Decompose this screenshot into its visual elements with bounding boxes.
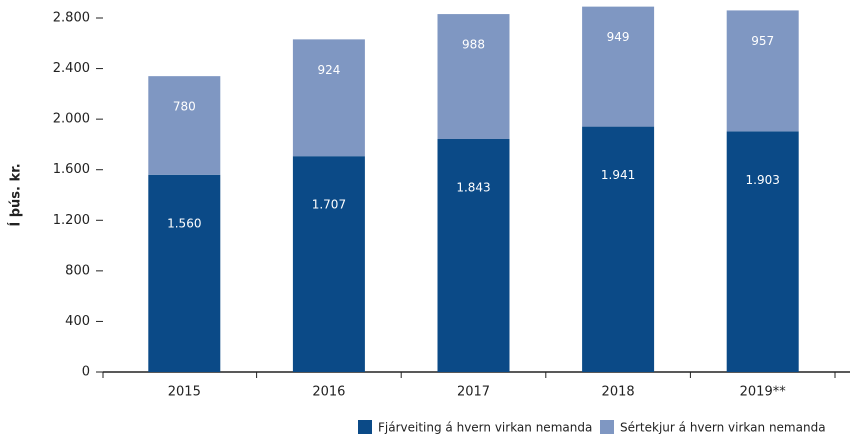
legend-label: Sértekjur á hvern virkan nemanda [620, 421, 826, 435]
legend-label: Fjárveiting á hvern virkan nemanda [378, 421, 592, 435]
value-label: 957 [751, 34, 774, 48]
value-label: 1.903 [746, 173, 780, 187]
value-label: 988 [462, 38, 485, 52]
y-tick-label: 400 [65, 314, 90, 329]
y-tick-label: 2.000 [53, 112, 90, 127]
y-tick-label: 800 [65, 263, 90, 278]
value-label: 1.941 [601, 168, 635, 182]
legend-swatch [600, 420, 614, 434]
y-tick-label: 2.400 [53, 61, 90, 76]
x-tick-label: 2018 [602, 385, 635, 400]
x-tick-label: 2016 [312, 385, 345, 400]
legend-swatch [358, 420, 372, 434]
value-label: 1.707 [312, 198, 346, 212]
y-tick-label: 2.800 [53, 11, 90, 26]
bar-segment [582, 126, 655, 372]
value-label: 780 [173, 100, 196, 114]
value-label: 924 [317, 63, 340, 77]
value-label: 1.560 [167, 216, 201, 230]
y-tick-label: 0 [82, 365, 90, 380]
y-tick-label: 1.200 [53, 213, 90, 228]
y-tick-label: 1.600 [53, 162, 90, 177]
value-label: 1.843 [456, 180, 490, 194]
bar-segment [148, 76, 221, 175]
x-tick-label: 2015 [168, 385, 201, 400]
y-axis-label: Í þús. kr. [8, 163, 24, 226]
value-label: 949 [607, 30, 630, 44]
x-tick-label: 2017 [457, 385, 490, 400]
x-tick-label: 2019** [740, 385, 787, 400]
bar-segment [437, 138, 510, 372]
bar-segment [726, 10, 799, 132]
bar-segment [582, 6, 655, 127]
bar-segment [292, 156, 365, 372]
bar-segment [292, 39, 365, 157]
bar-segment [726, 131, 799, 372]
bar-segment [148, 174, 221, 372]
bar-segment [437, 14, 510, 139]
